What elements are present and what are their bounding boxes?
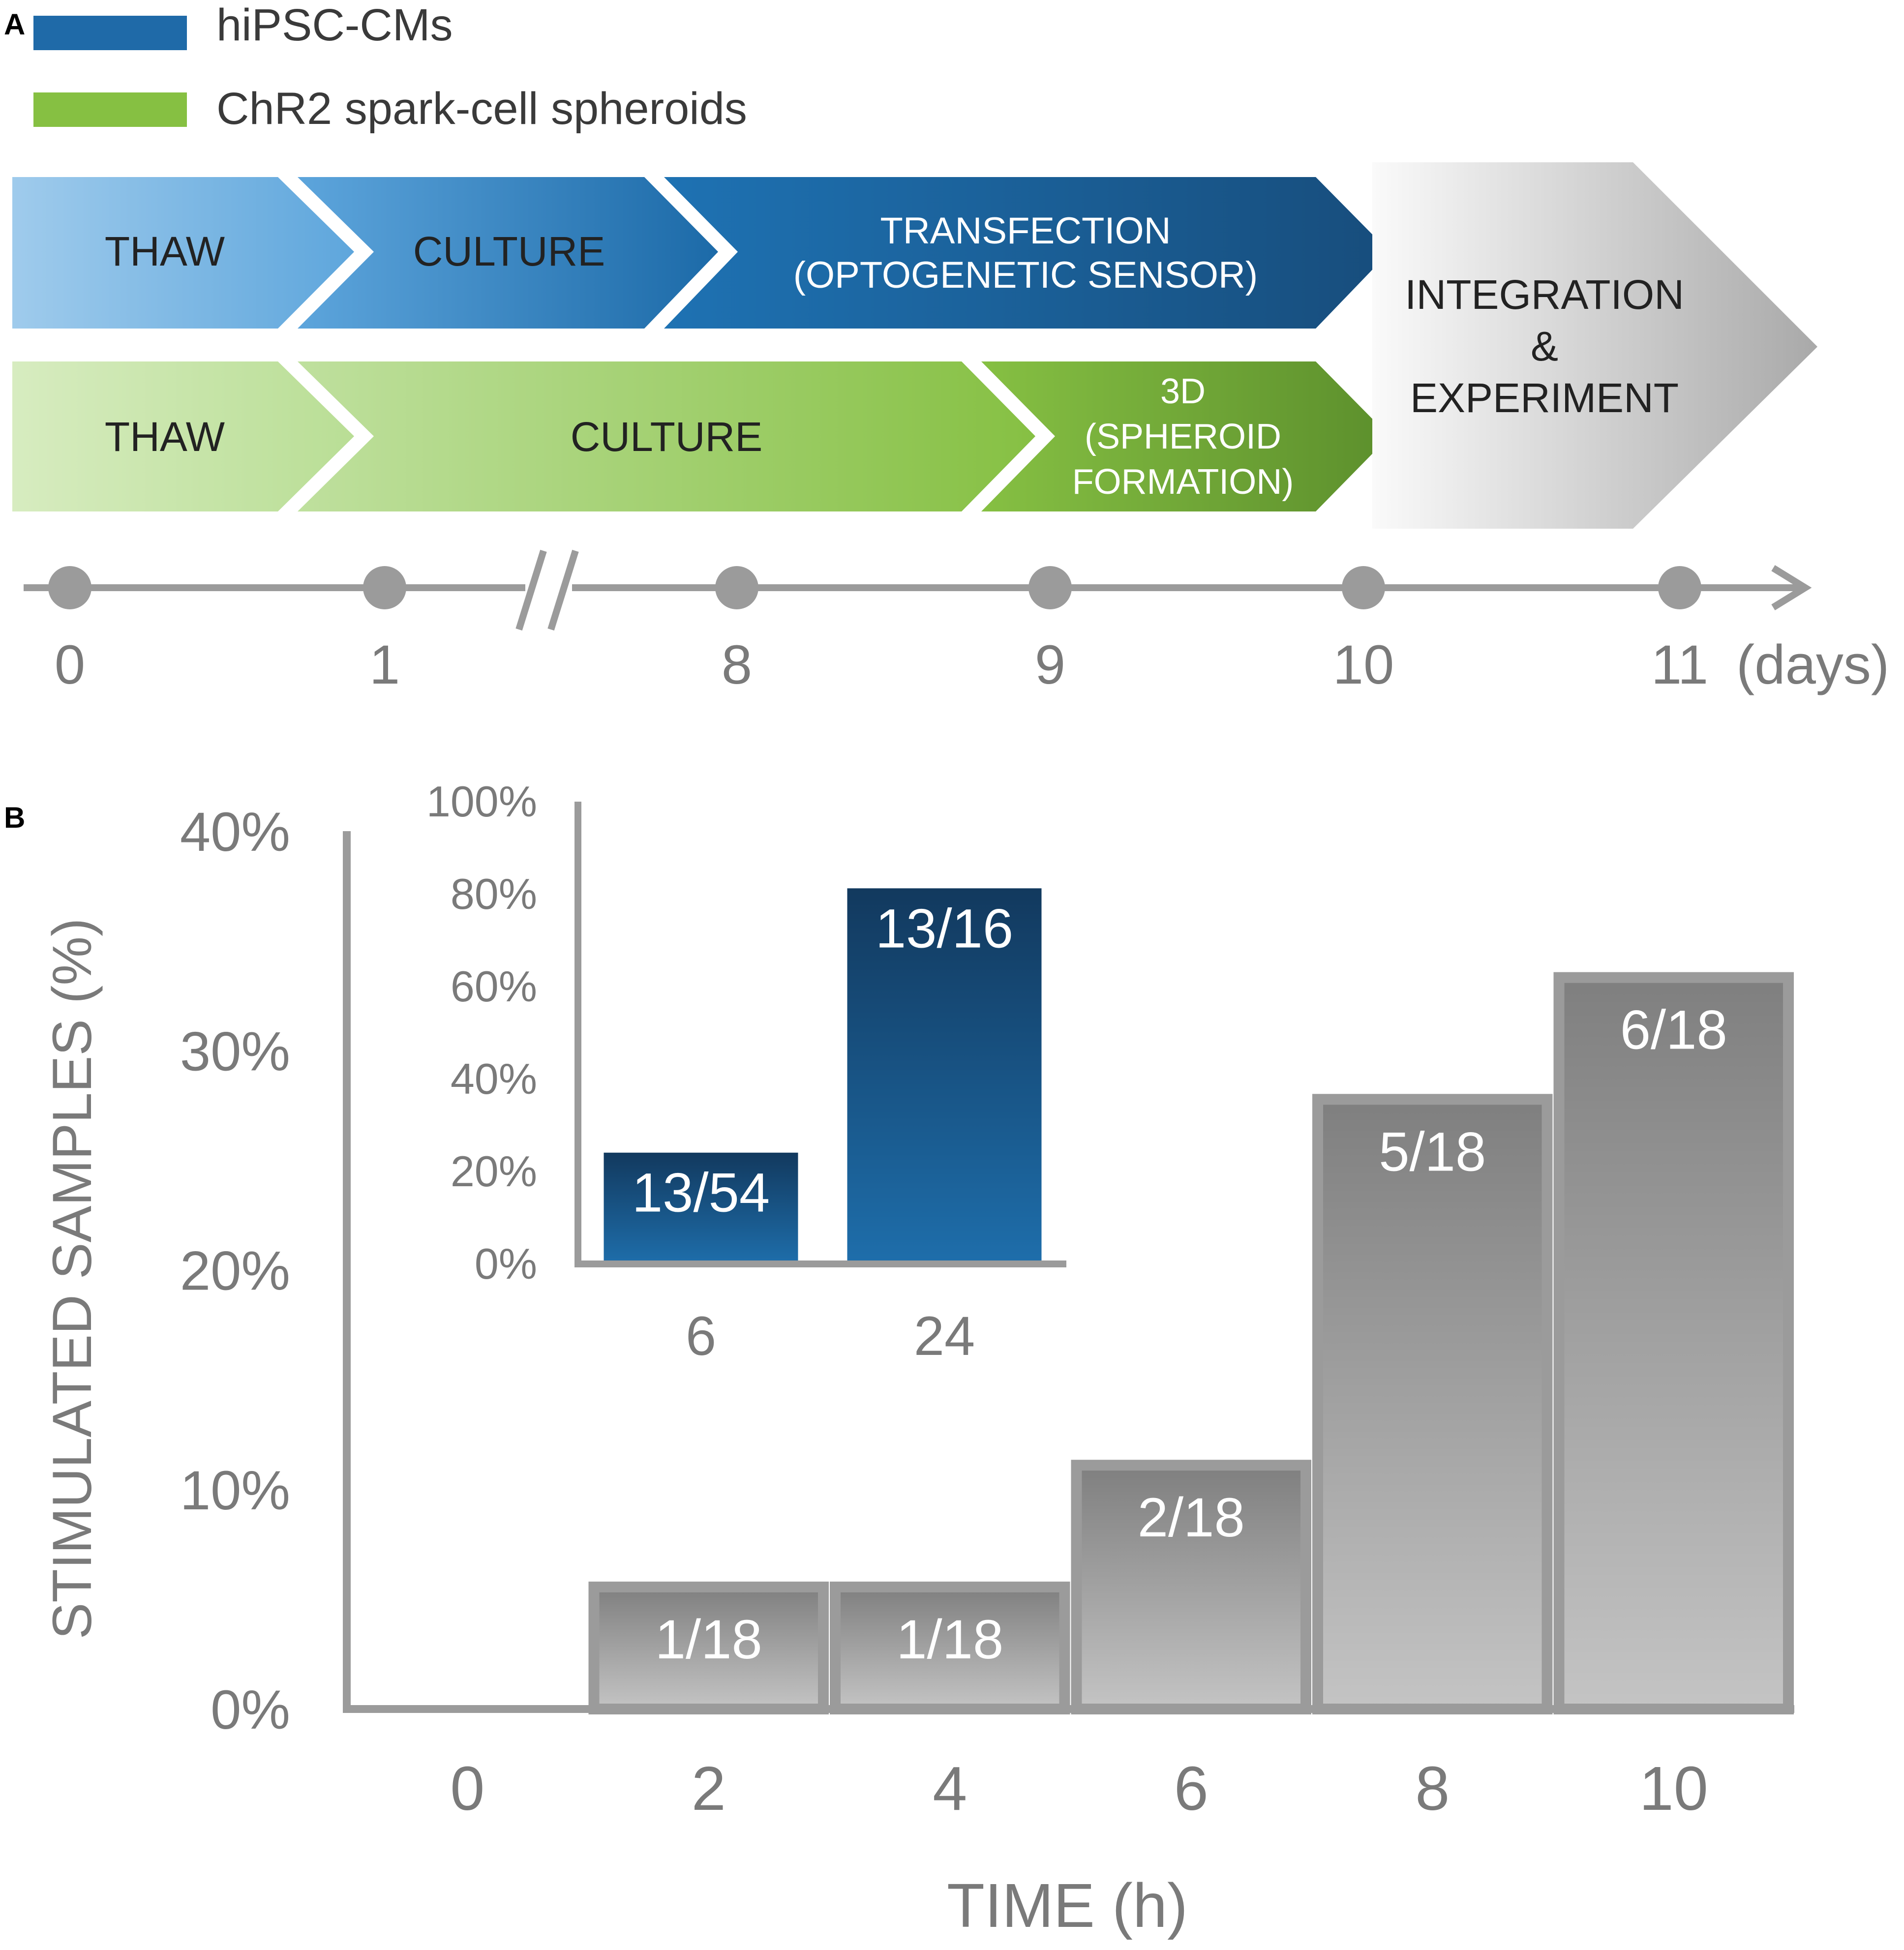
inset-bar-data-label: 13/16 <box>876 898 1013 959</box>
timeline-point-10 <box>1342 566 1385 609</box>
main-bar-data-label: 1/18 <box>896 1609 1003 1670</box>
inset-y-tick-label: 0% <box>475 1239 537 1288</box>
inset-y-tick-label: 40% <box>451 1054 537 1103</box>
main-x-tick-label: 10 <box>1639 1754 1708 1823</box>
main-y-axis-title: STIMULATED SAMPLES (%) <box>41 918 103 1640</box>
blue-step-transfection-label-2: (OPTOGENETIC SENSOR) <box>793 254 1258 296</box>
main-y-tick-label: 0% <box>211 1679 290 1740</box>
timeline-point-0 <box>48 566 91 609</box>
inset-bar <box>847 888 1042 1264</box>
timeline-point-8 <box>715 566 758 609</box>
blue-step-transfection-label-1: TRANSFECTION <box>880 210 1171 252</box>
green-step-spheroid-label-2: (SPHEROID <box>1085 417 1281 456</box>
final-step-label-3: EXPERIMENT <box>1410 375 1679 421</box>
inset-bar-data-label: 13/54 <box>632 1162 770 1224</box>
inset-y-tick-label: 80% <box>451 870 537 918</box>
panel-b-label: B <box>4 801 25 834</box>
timeline-unit: (days) <box>1736 634 1889 695</box>
main-x-tick-label: 0 <box>450 1754 484 1823</box>
blue-step-culture-label: CULTURE <box>413 228 605 274</box>
main-x-tick-label: 6 <box>1174 1754 1209 1823</box>
timeline-tick-label: 1 <box>369 634 400 695</box>
legend: hiPSC-CMs ChR2 spark-cell spheroids <box>33 0 747 134</box>
main-x-axis-title: TIME (h) <box>947 1871 1188 1940</box>
main-bar <box>830 1581 1070 1715</box>
blue-step-transfection <box>664 177 1390 329</box>
inset-x-tick-label: 24 <box>914 1305 975 1367</box>
inset-x-tick-label: 6 <box>686 1305 716 1367</box>
timeline-break-mark-2 <box>547 549 579 631</box>
green-step-culture <box>298 361 1035 511</box>
inset-y-tick-label: 60% <box>451 962 537 1011</box>
legend-label-hipsc: hiPSC-CMs <box>216 0 453 50</box>
main-bar-data-label: 6/18 <box>1620 999 1727 1061</box>
main-bar-data-label: 5/18 <box>1379 1121 1486 1182</box>
panel-a-label: A <box>4 8 25 41</box>
main-y-tick-label: 20% <box>180 1240 290 1302</box>
final-step-integration <box>1372 162 1817 529</box>
main-y-tick-label: 30% <box>180 1020 290 1082</box>
main-bar-data-label: 1/18 <box>655 1609 762 1670</box>
inset-y-tick-label: 20% <box>451 1147 537 1196</box>
timeline-points: 0 1 8 9 10 11 <box>48 566 1708 695</box>
timeline: 0 1 8 9 10 11 (days) <box>24 549 1889 695</box>
main-y-tick-label: 10% <box>180 1460 290 1521</box>
legend-label-spheroid: ChR2 spark-cell spheroids <box>216 84 747 134</box>
blue-step-culture <box>298 177 718 329</box>
main-x-tick-label: 2 <box>692 1754 726 1823</box>
inset-bar <box>604 1152 798 1264</box>
timeline-tick-label: 9 <box>1035 634 1065 695</box>
timeline-break-mark-1 <box>515 549 547 631</box>
timeline-point-9 <box>1028 566 1072 609</box>
inset-bar-chart: 13/54 6 13/16 24 0% 20% 40% 60% 80% 100% <box>426 777 1066 1367</box>
blue-step-thaw <box>12 177 354 329</box>
legend-swatch-hipsc <box>33 16 187 50</box>
final-step-label-2: & <box>1531 323 1558 369</box>
timeline-arrowhead <box>1771 565 1812 610</box>
green-step-thaw-label: THAW <box>105 414 225 460</box>
main-bar <box>1553 972 1794 1714</box>
process-flow: THAW CULTURE TRANSFECTION (OPTOGENETIC S… <box>12 162 1817 529</box>
timeline-tick-label: 8 <box>722 634 752 695</box>
timeline-point-11 <box>1658 566 1701 609</box>
green-step-spheroid-label-1: 3D <box>1160 372 1206 411</box>
blue-step-thaw-label: THAW <box>105 228 225 274</box>
timeline-tick-label: 0 <box>55 634 85 695</box>
green-step-spheroid-label-3: FORMATION) <box>1072 462 1294 502</box>
legend-swatch-spheroid <box>33 92 187 127</box>
main-bar-data-label: 2/18 <box>1138 1487 1245 1548</box>
main-x-tick-label: 8 <box>1415 1754 1450 1823</box>
inset-y-tick-label: 100% <box>426 777 537 826</box>
green-step-culture-label: CULTURE <box>571 414 762 460</box>
timeline-tick-label: 10 <box>1333 634 1394 695</box>
main-y-tick-label: 40% <box>180 801 290 863</box>
main-x-tick-label: 4 <box>933 1754 967 1823</box>
timeline-tick-label: 11 <box>1651 634 1708 695</box>
main-bar-chart: STIMULATED SAMPLES (%) TIME (h) 0 1/18 2 1/… <box>41 801 1794 1940</box>
green-step-thaw <box>12 361 354 511</box>
timeline-point-1 <box>363 566 406 609</box>
main-bar <box>1312 1094 1553 1714</box>
final-step-label-1: INTEGRATION <box>1405 271 1684 318</box>
green-step-spheroid <box>981 361 1390 511</box>
